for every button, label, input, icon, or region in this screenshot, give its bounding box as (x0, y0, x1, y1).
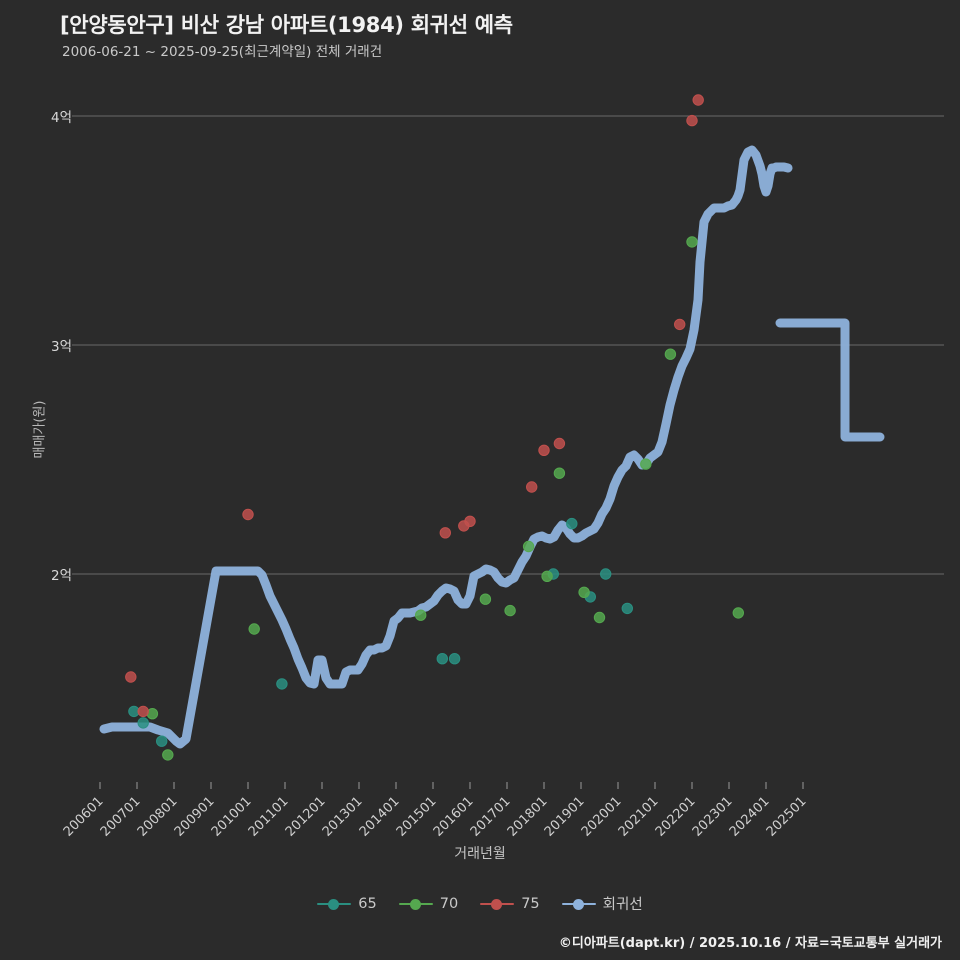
scatter-point-65 (600, 568, 612, 580)
scatter-point-70 (479, 593, 492, 605)
scatter-point-65 (547, 568, 559, 580)
scatter-point-75 (553, 437, 566, 450)
x-axis-tick-label: 201401 (356, 794, 403, 840)
scatter-point-65 (436, 653, 448, 665)
scatter-point-70 (640, 458, 652, 470)
x-axis-tick-label: 201501 (393, 794, 440, 840)
x-axis-tick-label: 202401 (726, 794, 773, 840)
regression-line (99, 145, 793, 749)
scatter-point-65 (276, 678, 288, 690)
scatter-point-70 (732, 607, 744, 619)
scatter-point-70 (593, 611, 606, 624)
scatter-point-65 (584, 591, 596, 603)
y-axis-tick-label: 2억 (50, 568, 72, 584)
legend-swatch-icon (317, 898, 352, 910)
legend-item-70[interactable]: 70 (398, 895, 459, 912)
x-axis-tick-label: 200701 (97, 794, 144, 840)
gridlines (72, 115, 944, 575)
chart-legend: 65 70 75 회귀선 (0, 893, 960, 914)
legend-swatch-icon (561, 898, 596, 910)
scatter-point-75 (137, 705, 149, 718)
legend-item-65[interactable]: 65 (317, 895, 377, 912)
scatter-point-65 (137, 717, 149, 729)
scatter-point-75 (686, 114, 698, 127)
x-axis-tick-label: 201201 (282, 794, 329, 840)
scatter-point-70 (553, 467, 566, 479)
legend-label: 75 (521, 895, 540, 912)
legend-item-회귀선[interactable]: 회귀선 (561, 893, 643, 914)
scatter-point-75 (674, 318, 686, 331)
scatter-point-75 (439, 527, 451, 539)
forecast-line (775, 318, 885, 442)
scatter-point-75 (458, 520, 470, 532)
x-axis-tick-label: 202201 (652, 794, 699, 840)
x-axis-tick-label: 202101 (615, 794, 662, 840)
scatter-points (125, 94, 744, 761)
scatter-point-65 (128, 705, 140, 718)
chart-title: [안양동안구] 비산 강남 아파트(1984) 회귀선 예측 (60, 13, 513, 37)
attribution-footer: ©디아파트(dapt.kr) / 2025.10.16 / 자료=국토교통부 실… (558, 936, 942, 951)
legend-item-75[interactable]: 75 (480, 895, 540, 912)
x-axis-tick-label: 201701 (467, 794, 514, 840)
scatter-point-70 (146, 708, 159, 720)
x-axis-tick-label: 200801 (134, 794, 181, 840)
x-axis-tick-label: 201801 (504, 794, 551, 840)
x-axis-tick-label: 202501 (763, 794, 810, 840)
scatter-point-70 (541, 570, 553, 582)
y-axis-tick-label: 4억 (50, 110, 72, 126)
legend-swatch-icon (398, 898, 433, 910)
x-axis-tick-label: 200901 (171, 794, 218, 840)
scatter-point-70 (578, 586, 590, 598)
scatter-point-75 (242, 508, 254, 521)
x-axis-tick-label: 201101 (245, 794, 292, 840)
scatter-point-70 (248, 623, 260, 635)
scatter-point-65 (566, 517, 578, 530)
scatter-point-70 (504, 604, 516, 617)
x-axis-tick-label: 202001 (578, 794, 625, 840)
legend-label: 70 (439, 895, 459, 912)
scatter-point-70 (664, 348, 677, 360)
legend-label: 65 (358, 895, 377, 912)
scatter-point-65 (448, 653, 461, 665)
scatter-point-70 (415, 609, 427, 621)
scatter-point-75 (125, 671, 137, 683)
y-axis-tick-label: 3억 (50, 339, 72, 355)
x-axis-tick-marks (99, 782, 804, 789)
scatter-point-70 (522, 540, 535, 553)
y-axis-tick-labels: 2억 3억 4억 (0, 0, 72, 960)
x-axis-title: 거래년월 (454, 846, 506, 862)
chart-subtitle: 2006-06-21 ~ 2025-09-25(최근계약일) 전체 거래건 (62, 44, 383, 60)
x-axis-tick-label: 201001 (208, 794, 255, 840)
scatter-point-65 (156, 735, 168, 747)
legend-swatch-icon (480, 898, 515, 910)
scatter-point-75 (464, 515, 476, 527)
scatter-point-75 (526, 481, 538, 493)
x-axis-tick-label: 202301 (689, 794, 736, 840)
legend-label: 회귀선 (602, 897, 643, 913)
scatter-point-75 (538, 444, 550, 456)
scatter-point-75 (692, 94, 704, 106)
scatter-point-65 (621, 602, 633, 615)
scatter-point-70 (686, 236, 698, 248)
x-axis-tick-label: 201601 (430, 794, 477, 840)
scatter-point-70 (162, 749, 174, 761)
forecast-line-path (775, 318, 885, 442)
regression-line-path (99, 145, 793, 749)
x-axis-tick-label: 201901 (541, 794, 588, 840)
x-axis-tick-label: 201301 (319, 794, 366, 840)
